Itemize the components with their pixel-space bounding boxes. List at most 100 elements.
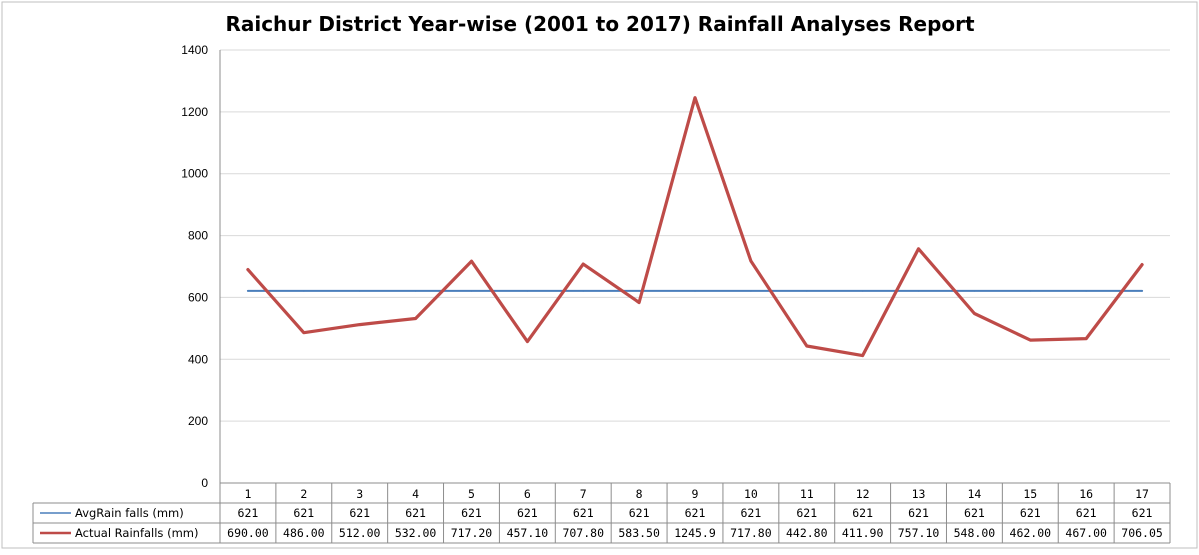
data-label: 621 [293,506,314,520]
data-point [805,290,808,292]
data-point [750,260,752,262]
y-tick-label: 400 [188,352,208,366]
data-label: 462.00 [1010,526,1052,540]
data-label: 706.05 [1121,526,1163,540]
x-tick-label: 17 [1135,487,1149,501]
data-point [1141,263,1143,266]
data-point [526,340,529,343]
data-label: 467.00 [1065,526,1107,540]
y-axis-ticks: 0 200 400 600 800 1000 1200 1400 [181,43,208,490]
data-point [1029,290,1032,292]
data-label: 621 [1076,506,1097,520]
data-point [861,290,864,292]
x-tick-label: 16 [1079,487,1093,501]
x-tick-label: 4 [412,487,419,501]
data-label: 621 [740,506,761,520]
data-label: 717.80 [730,526,772,540]
data-label: 707.80 [562,526,604,540]
data-label: 757.10 [898,526,940,540]
data-label: 621 [685,506,706,520]
x-tick-label: 5 [468,487,475,501]
data-point [358,290,361,292]
y-tick-label: 1400 [181,43,208,57]
data-point [861,354,864,357]
y-tick-label: 600 [188,290,208,304]
data-label: 457.10 [507,526,549,540]
legend-label: Actual Rainfalls (mm) [75,526,198,540]
data-label: 1245.9 [674,526,716,540]
data-label: 621 [238,506,259,520]
x-tick-label: 15 [1023,487,1037,501]
data-point [1085,290,1087,292]
data-point [414,290,417,292]
data-label: 621 [461,506,482,520]
legend-label: AvgRain falls (mm) [75,506,184,520]
data-label: 442.80 [786,526,828,540]
data-point [917,290,920,292]
x-tick-label: 9 [692,487,699,501]
data-point [973,290,976,292]
data-label: 621 [1020,506,1041,520]
data-point [247,290,249,292]
data-point [470,290,473,292]
data-point [917,248,920,250]
data-label: 621 [796,506,817,520]
data-point [973,312,976,315]
x-tick-label: 11 [800,487,814,501]
data-point [414,317,417,320]
data-label: 621 [405,506,426,520]
data-point [694,96,696,99]
data-point [1029,339,1032,341]
x-tick-label: 13 [912,487,926,501]
data-label: 621 [908,506,929,520]
data-label: 621 [517,506,538,520]
y-tick-label: 800 [188,229,208,243]
data-point [805,345,808,347]
data-point [358,323,361,326]
data-point [303,331,305,334]
x-tick-label: 2 [300,487,307,501]
y-tick-label: 0 [201,476,208,490]
data-point [303,290,305,292]
chart-title: Raichur District Year-wise (2001 to 2017… [225,12,975,36]
data-point [1141,290,1143,292]
y-tick-label: 200 [188,414,208,428]
data-point [694,290,696,292]
data-point [638,301,640,304]
data-label: 621 [629,506,650,520]
series-lines [246,96,1144,358]
data-label: 486.00 [283,526,325,540]
x-tick-label: 8 [636,487,643,501]
data-label: 717.20 [451,526,493,540]
data-point [750,290,752,292]
data-point [247,268,249,271]
x-tick-label: 7 [580,487,587,501]
gridlines [219,49,1170,483]
data-point [582,263,585,265]
data-label: 532.00 [395,526,437,540]
data-point [1085,337,1087,340]
data-label: 621 [852,506,873,520]
data-point [470,260,473,262]
data-label: 621 [349,506,370,520]
data-label: 548.00 [954,526,996,540]
x-tick-label: 3 [356,487,363,501]
y-tick-label: 1000 [181,167,208,181]
data-label: 621 [573,506,594,520]
x-tick-label: 14 [967,487,981,501]
data-point [526,290,529,292]
data-label: 621 [964,506,985,520]
data-label: 512.00 [339,526,381,540]
x-tick-label: 12 [856,487,870,501]
x-tick-label: 10 [744,487,758,501]
data-label: 583.50 [618,526,660,540]
y-tick-label: 1200 [181,105,208,119]
data-label: 411.90 [842,526,884,540]
x-tick-label: 1 [244,487,251,501]
data-point [582,290,585,292]
data-label: 621 [1132,506,1153,520]
data-label: 690.00 [227,526,269,540]
